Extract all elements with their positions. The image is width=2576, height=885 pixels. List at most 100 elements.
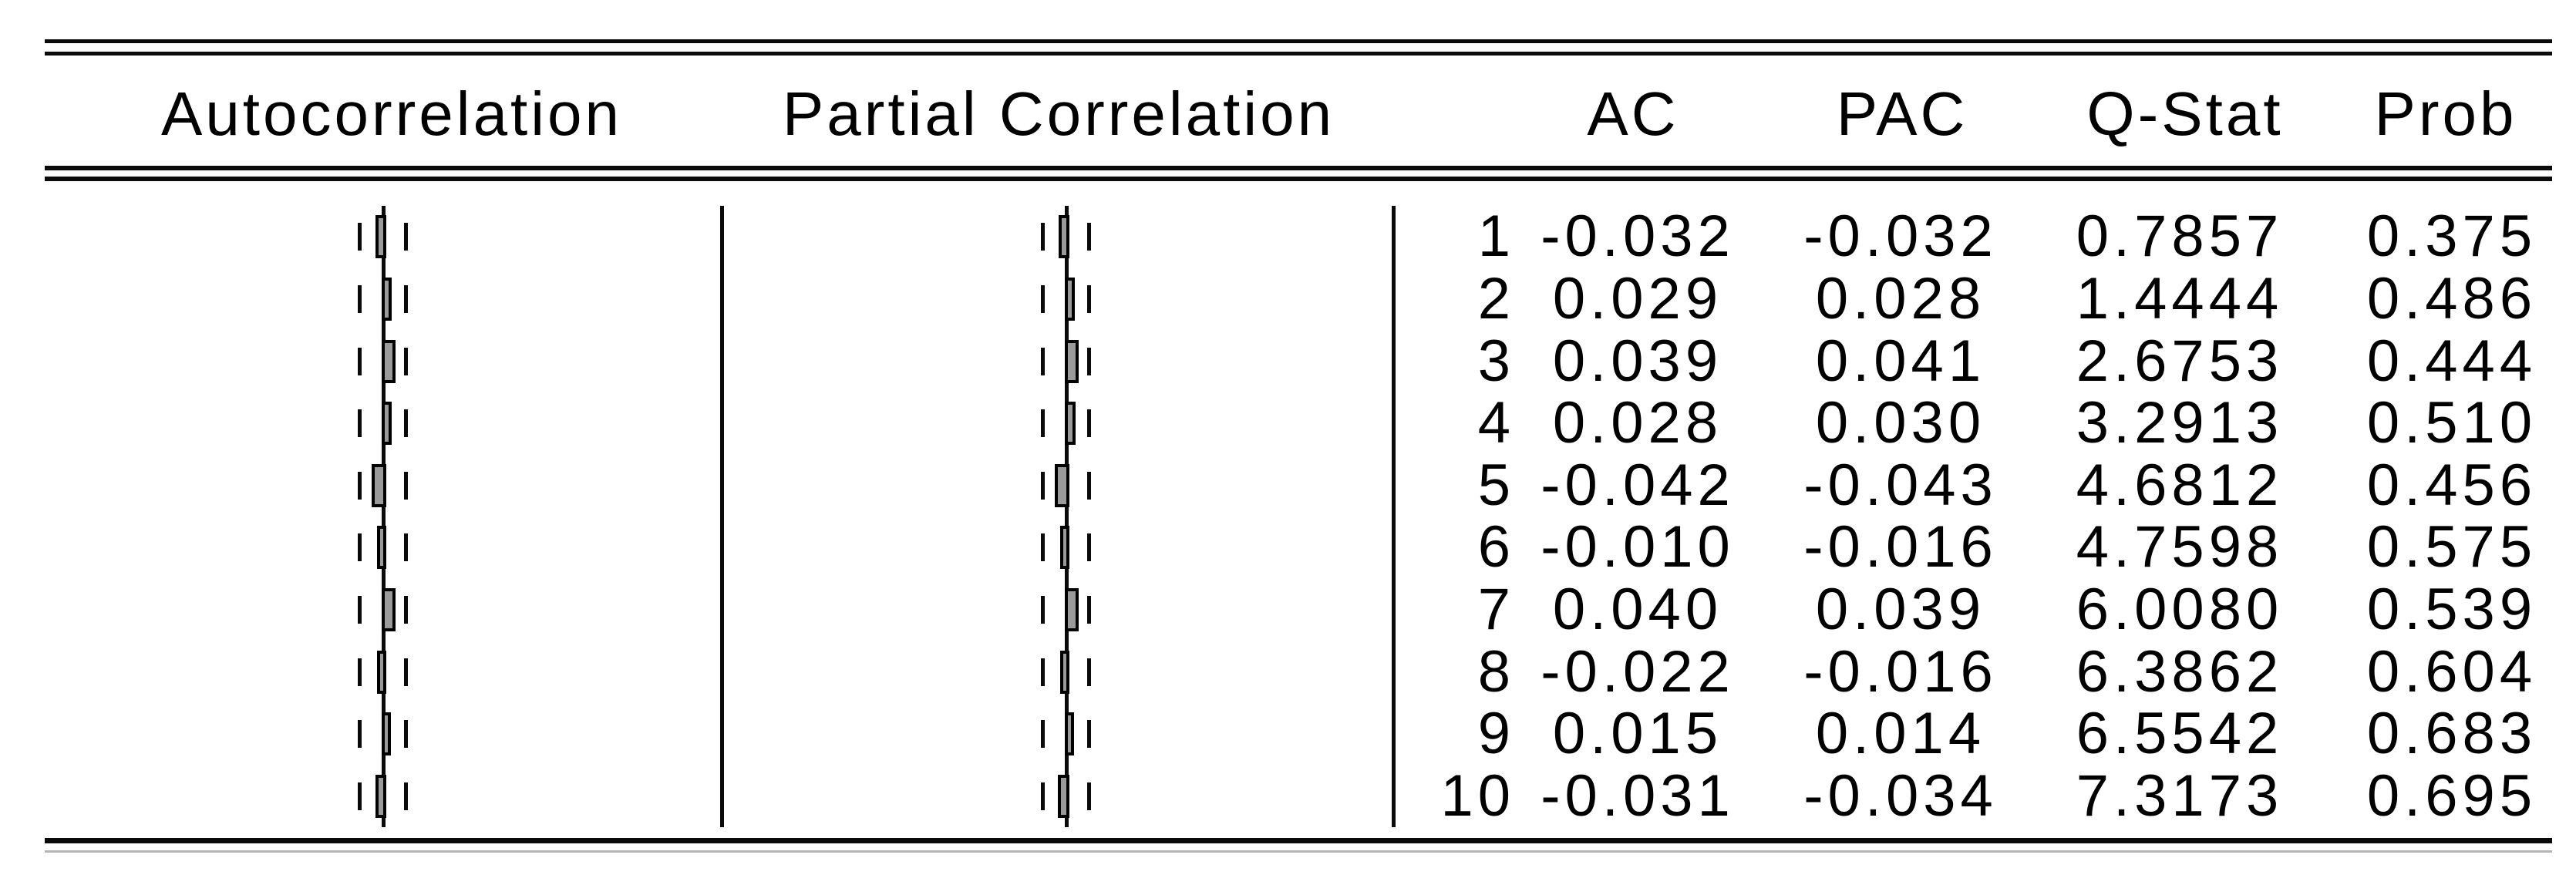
pac-confidence-dash-left: [1041, 347, 1045, 375]
pac-confidence-dash-left: [1041, 595, 1045, 624]
ac-confidence-dash-left: [358, 471, 362, 500]
pac-bar-lag-5: [1055, 463, 1069, 507]
ac-confidence-dash-left: [358, 409, 362, 438]
cell-pac: -0.016: [1803, 638, 1998, 705]
ac-bar-lag-4: [382, 402, 392, 446]
cell-lag: 5: [1477, 452, 1515, 518]
cell-pac: 0.030: [1815, 390, 1986, 456]
ac-bar-lag-6: [377, 526, 386, 570]
cell-ac: -0.010: [1541, 514, 1735, 580]
header-prob: Prob: [2374, 79, 2517, 148]
header-partial-correlation: Partial Correlation: [782, 79, 1335, 148]
pac-confidence-dash-left: [1041, 720, 1045, 749]
pac-bar-lag-7: [1065, 587, 1079, 631]
pac-zero-line: [1065, 206, 1069, 827]
pac-confidence-dash-left: [1041, 782, 1045, 810]
ac-confidence-dash-right: [404, 782, 408, 810]
ac-bar-lag-10: [375, 774, 386, 818]
cell-prob: 0.683: [2366, 701, 2537, 767]
cell-q-stat: 4.6812: [2076, 452, 2284, 518]
cell-lag: 9: [1477, 701, 1515, 767]
cell-lag: 2: [1477, 265, 1515, 331]
pac-bar-lag-10: [1058, 774, 1069, 818]
cell-ac: 0.029: [1552, 265, 1723, 331]
cell-pac: 0.014: [1815, 701, 1986, 767]
cell-ac: 0.028: [1552, 390, 1723, 456]
cell-ac: -0.022: [1541, 638, 1735, 705]
cell-prob: 0.510: [2366, 390, 2537, 456]
cell-prob: 0.604: [2366, 638, 2537, 705]
top-rule-2: [45, 52, 2552, 56]
ac-confidence-dash-left: [358, 720, 362, 749]
ac-confidence-dash-right: [404, 658, 408, 686]
cell-pac: -0.032: [1803, 204, 1998, 270]
cell-lag: 1: [1477, 204, 1515, 270]
ac-zero-line: [382, 206, 386, 827]
cell-ac: -0.032: [1541, 204, 1735, 270]
ac-bar-lag-1: [375, 215, 386, 259]
cell-q-stat: 2.6753: [2076, 328, 2284, 394]
cell-ac: 0.015: [1552, 701, 1723, 767]
pac-confidence-dash-right: [1087, 533, 1091, 562]
cell-lag: 8: [1477, 638, 1515, 705]
column-separator-2: [1392, 206, 1396, 827]
bottom-rule-gray: [45, 850, 2552, 853]
cell-ac: -0.031: [1541, 762, 1735, 829]
cell-prob: 0.375: [2366, 204, 2537, 270]
middle-rule-1: [45, 166, 2552, 170]
ac-confidence-dash-right: [404, 347, 408, 375]
pac-bar-lag-9: [1065, 712, 1074, 756]
header-ac: AC: [1587, 79, 1679, 148]
cell-prob: 0.539: [2366, 576, 2537, 642]
top-rule-1: [45, 39, 2552, 43]
cell-pac: -0.016: [1803, 514, 1998, 580]
pac-bar-lag-3: [1065, 339, 1079, 383]
pac-confidence-dash-right: [1087, 720, 1091, 749]
cell-q-stat: 3.2913: [2076, 390, 2284, 456]
cell-pac: 0.041: [1815, 328, 1986, 394]
pac-confidence-dash-right: [1087, 223, 1091, 251]
ac-confidence-dash-left: [358, 533, 362, 562]
pac-confidence-dash-left: [1041, 533, 1045, 562]
middle-rule-2: [45, 177, 2552, 181]
pac-confidence-dash-left: [1041, 223, 1045, 251]
header-pac: PAC: [1836, 79, 1968, 148]
ac-confidence-dash-right: [404, 409, 408, 438]
cell-prob: 0.695: [2366, 762, 2537, 829]
pac-confidence-dash-right: [1087, 284, 1091, 313]
cell-pac: 0.028: [1815, 265, 1986, 331]
cell-pac: 0.039: [1815, 576, 1986, 642]
cell-lag: 4: [1477, 390, 1515, 456]
cell-q-stat: 4.7598: [2076, 514, 2284, 580]
pac-bar-lag-2: [1065, 277, 1075, 321]
ac-bar-lag-7: [382, 587, 396, 631]
ac-confidence-dash-left: [358, 347, 362, 375]
pac-confidence-dash-right: [1087, 595, 1091, 624]
cell-q-stat: 7.3173: [2076, 762, 2284, 829]
pac-bar-lag-1: [1059, 215, 1069, 259]
pac-confidence-dash-right: [1087, 347, 1091, 375]
ac-confidence-dash-right: [404, 471, 408, 500]
pac-confidence-dash-right: [1087, 409, 1091, 438]
cell-lag: 6: [1477, 514, 1515, 580]
pac-confidence-dash-left: [1041, 284, 1045, 313]
pac-bar-lag-6: [1060, 526, 1069, 570]
ac-confidence-dash-left: [358, 595, 362, 624]
ac-confidence-dash-left: [358, 782, 362, 810]
cell-pac: -0.034: [1803, 762, 1998, 829]
header-q-stat: Q-Stat: [2086, 79, 2284, 148]
ac-bar-lag-2: [382, 277, 392, 321]
ac-confidence-dash-left: [358, 223, 362, 251]
cell-prob: 0.456: [2366, 452, 2537, 518]
cell-lag: 3: [1477, 328, 1515, 394]
pac-bar-lag-4: [1065, 402, 1076, 446]
cell-q-stat: 6.0080: [2076, 576, 2284, 642]
ac-bar-lag-5: [372, 463, 386, 507]
cell-ac: 0.039: [1552, 328, 1723, 394]
cell-ac: 0.040: [1552, 576, 1723, 642]
cell-lag: 7: [1477, 576, 1515, 642]
ac-confidence-dash-right: [404, 533, 408, 562]
cell-prob: 0.444: [2366, 328, 2537, 394]
cell-q-stat: 6.5542: [2076, 701, 2284, 767]
